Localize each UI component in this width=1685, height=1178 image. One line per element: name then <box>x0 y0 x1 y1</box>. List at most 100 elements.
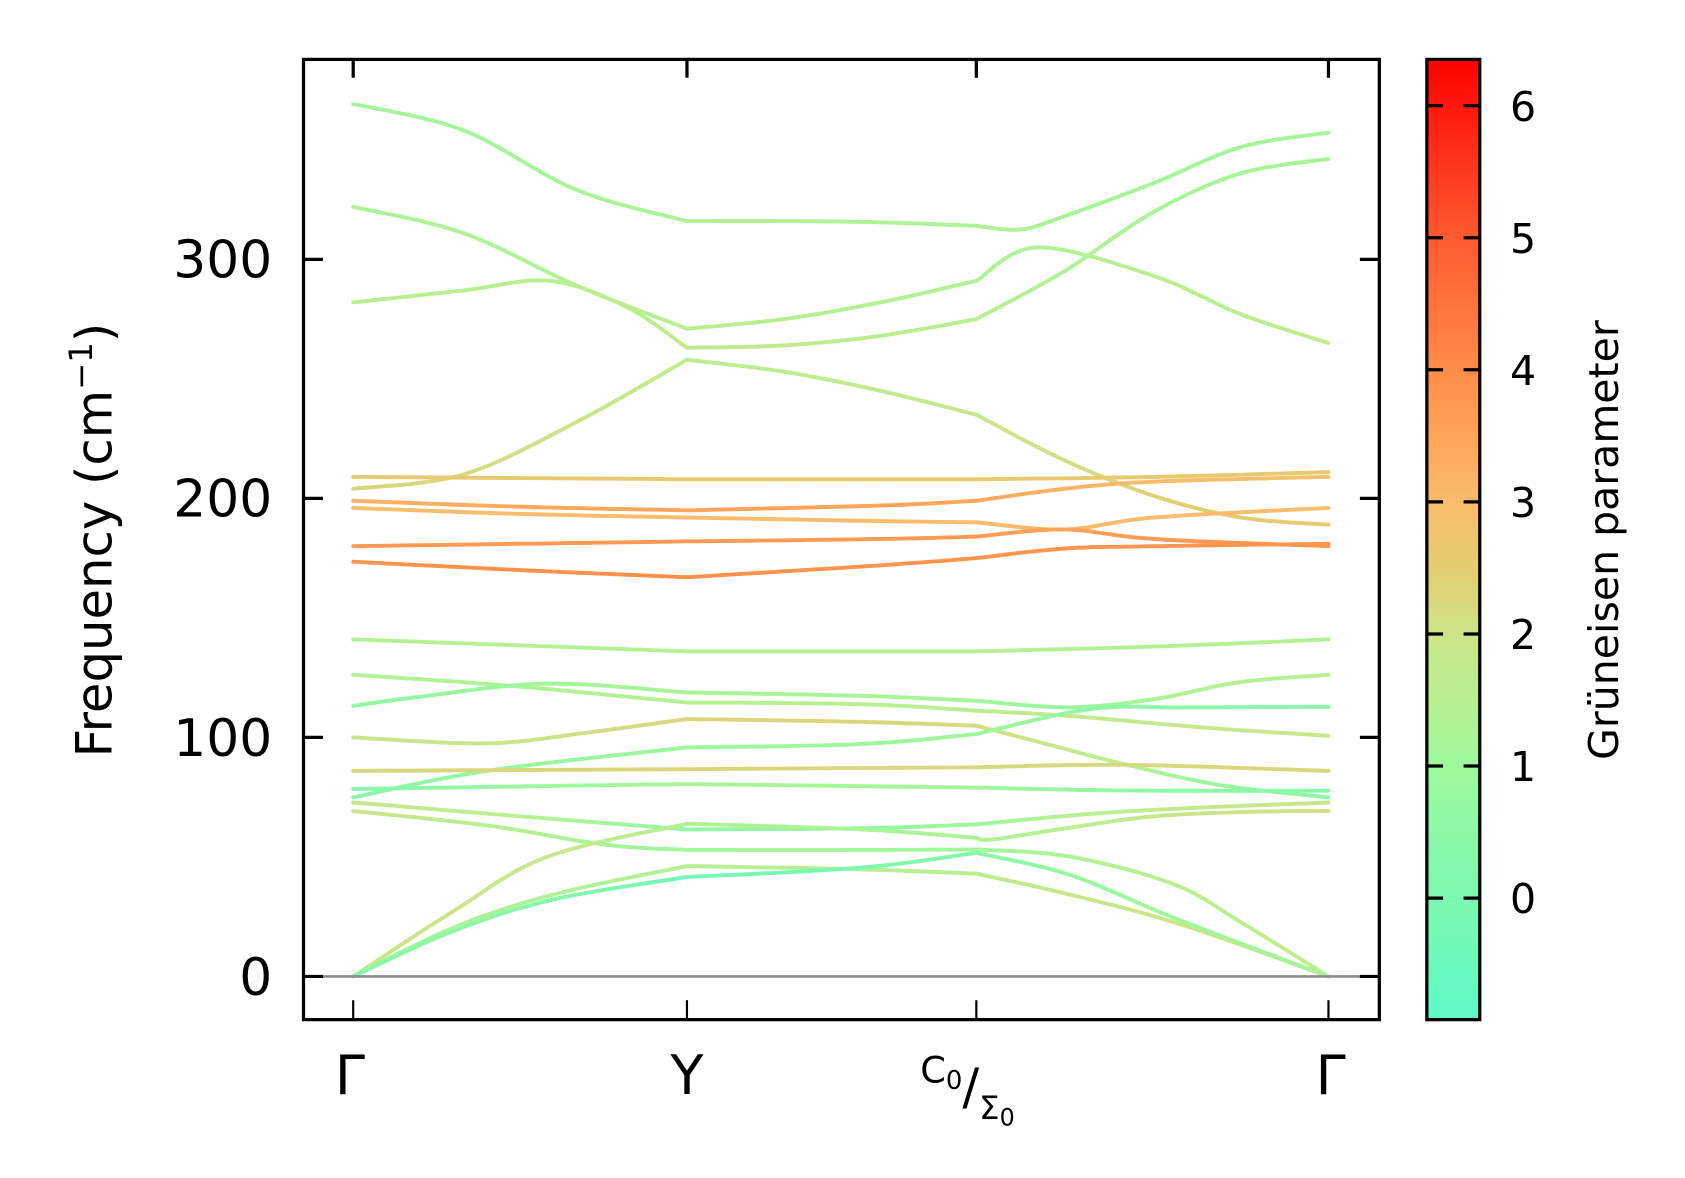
band-12-segment <box>882 694 899 700</box>
band-9-segment <box>722 572 743 577</box>
band-5 <box>351 470 1331 482</box>
band-20-segment <box>624 873 642 881</box>
band-14 <box>351 704 1331 800</box>
band-21-segment <box>1297 963 1314 972</box>
band-9-segment <box>641 573 659 578</box>
band-7-segment <box>381 507 399 512</box>
band-20-segment <box>1190 926 1208 935</box>
x-label-sigma: Σ <box>979 1089 999 1127</box>
band-21-segment <box>704 873 722 879</box>
band-9-segment <box>707 573 726 578</box>
band-17-segment <box>1303 800 1321 806</box>
band-21-segment <box>1255 947 1275 958</box>
y-axis-label: Frequency (cm−1) <box>62 323 123 758</box>
band-19-segment <box>646 827 663 834</box>
band-11-segment <box>572 689 594 696</box>
band-15-segment <box>1271 767 1293 772</box>
colorbar-ticks: 0 1 2 3 4 5 6 <box>1426 83 1536 923</box>
band-19-segment <box>747 823 769 829</box>
band-15-segment <box>1174 763 1198 769</box>
band-17-segment <box>394 804 413 810</box>
y-axis-label-superscript: −1 <box>62 342 100 390</box>
band-17-segment <box>1193 805 1218 810</box>
x-label-gamma-start: Γ <box>335 1044 365 1107</box>
band-17-segment <box>1155 806 1178 812</box>
band-15-segment <box>1253 766 1276 772</box>
band-20-segment <box>1203 930 1221 939</box>
band-19-segment <box>870 828 887 833</box>
band-11-segment <box>1146 720 1163 726</box>
band-19-segment <box>607 834 625 842</box>
band-17 <box>351 800 1331 832</box>
band-13-segment <box>411 739 429 744</box>
band-17-segment <box>563 817 584 824</box>
band-10-segment <box>1217 641 1238 647</box>
band-6-segment <box>408 500 429 506</box>
band-4 <box>351 357 1331 527</box>
band-19-segment <box>845 826 863 832</box>
band-8-segment <box>1164 537 1183 543</box>
band-17-segment <box>369 802 386 807</box>
band-12-segment <box>595 683 614 689</box>
band-19-segment <box>830 826 850 831</box>
band-13-segment <box>399 738 416 744</box>
band-7-segment <box>1245 509 1266 514</box>
band-17-segment <box>440 807 461 814</box>
band-8 <box>351 527 1331 549</box>
band-9-segment <box>381 561 399 566</box>
band-4-segment <box>605 397 620 408</box>
band-9-segment <box>832 565 854 571</box>
band-7-segment <box>1227 510 1249 515</box>
band-19-segment <box>815 825 835 831</box>
band-11-segment <box>522 685 543 691</box>
band-11-segment <box>1239 728 1256 733</box>
band-14-segment <box>534 759 558 767</box>
band-9-segment <box>878 562 895 568</box>
band-12-segment <box>622 685 640 691</box>
band-20-segment <box>585 881 603 889</box>
band-10-segment <box>368 638 396 643</box>
band-12-segment <box>609 684 627 690</box>
band-10-segment <box>644 647 672 653</box>
band-11-segment <box>418 677 438 683</box>
band-6-segment <box>472 503 493 508</box>
band-7-segment <box>1262 508 1283 514</box>
band-7-segment <box>394 507 413 513</box>
band-20-segment <box>561 887 578 894</box>
band-10-segment <box>1167 643 1188 648</box>
colorbar-tick-label: 1 <box>1510 743 1536 791</box>
band-11-segment <box>622 694 643 700</box>
band-9-segment <box>394 561 413 567</box>
band-17-segment <box>488 811 508 818</box>
band-4-segment <box>594 403 610 414</box>
band-21-segment <box>1270 953 1289 963</box>
band-17-segment <box>472 810 493 816</box>
band-2-segment <box>1322 339 1331 345</box>
band-15-segment <box>1233 765 1257 771</box>
band-10-segment <box>552 644 590 650</box>
colorbar-tick-label: 3 <box>1510 479 1536 527</box>
colorbar-tick-label: 0 <box>1510 875 1536 923</box>
band-21-segment <box>798 868 820 874</box>
band-17-segment <box>532 815 552 821</box>
band-17-segment <box>424 806 445 812</box>
y-axis-ticks: 0 100 200 300 <box>173 231 1380 1008</box>
band-21-segment <box>1284 958 1302 968</box>
band-1 <box>351 102 1331 232</box>
x-label-c: C <box>920 1048 946 1091</box>
band-10-segment <box>1281 638 1300 644</box>
band-17-segment <box>1213 804 1238 809</box>
y-axis-label-main: Frequency (cm <box>65 390 123 757</box>
band-10-segment <box>391 638 423 644</box>
band-9-segment <box>612 572 632 577</box>
y-tick-label: 100 <box>173 709 272 769</box>
band-7-segment <box>1293 507 1311 512</box>
band-10-segment <box>483 642 523 648</box>
band-17-segment <box>547 816 568 822</box>
y-tick-label: 200 <box>173 470 272 530</box>
x-label-c-subscript: 0 <box>946 1066 962 1096</box>
band-7-segment <box>1178 512 1198 518</box>
band-21-segment <box>561 892 578 900</box>
band-21-segment <box>717 872 736 878</box>
band-20-segment <box>1178 922 1195 930</box>
